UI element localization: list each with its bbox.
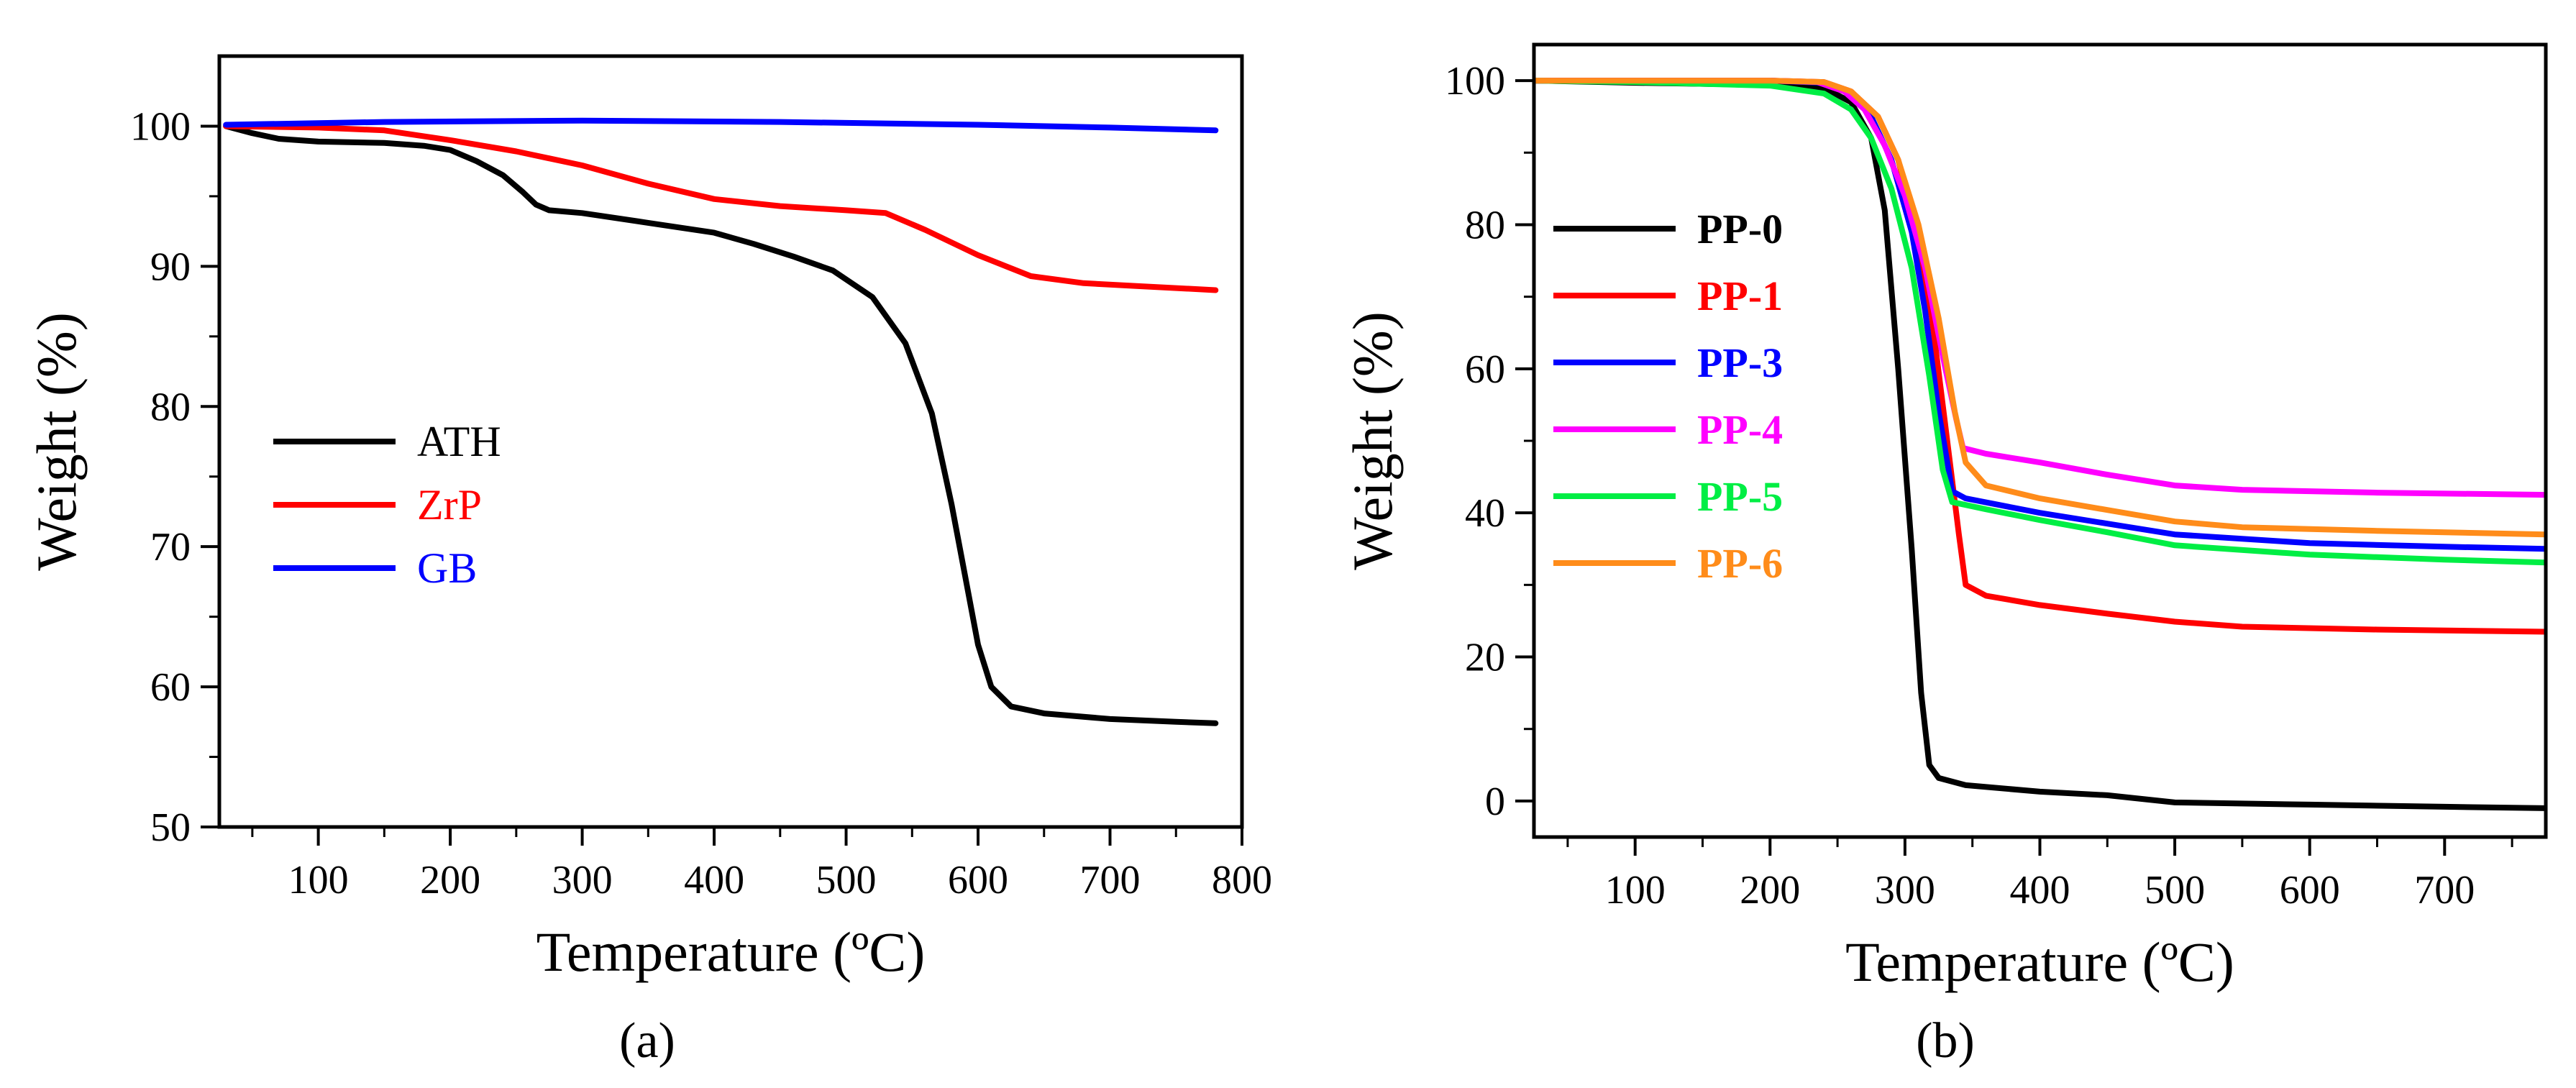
x-tick-label: 400 [2010,868,2070,913]
y-tick-label: 100 [130,104,191,149]
y-tick-label: 40 [1465,491,1505,536]
x-tick-label: 500 [2145,868,2205,913]
y-tick-label: 70 [150,525,191,570]
chart-panel-b: 100 200 300 400 500 600 700 0 20 40 60 80 100 Tempera… [1341,42,2548,1069]
y-tick-label: 0 [1485,780,1505,824]
x-tick-label: 400 [684,858,744,902]
x-tick-label: 700 [1080,858,1141,902]
y-tick-label: 90 [150,244,191,289]
y-tick-label: 20 [1465,636,1505,680]
x-tick-label: 100 [1605,868,1666,913]
legend: ATH ZrP GB [273,418,501,592]
y-axis-title: Weight (%) [1341,311,1404,570]
series-line-pp-5 [1534,78,2546,566]
y-axis-title: Weight (%) [25,312,88,571]
legend-label-ath: ATH [417,418,501,465]
x-axis-title: Temperature (ºC) [536,920,926,983]
y-tick-label: 80 [150,385,191,429]
y-tick-label: 60 [150,665,191,710]
series-line-ath [223,123,1219,726]
plot-frame [1532,42,2548,839]
series-line-zrp [223,123,1219,293]
panel-caption: (a) [619,1013,675,1069]
legend-label-pp-3: PP-3 [1697,339,1783,386]
chart-panel-a: 100 200 300 400 500 600 700 800 50 60 70 80 90 100 Tem… [25,54,1272,1069]
x-tick-label: 600 [948,858,1008,902]
x-tick-label: 100 [288,858,349,902]
series-line-pp-4 [1534,78,2546,498]
legend-label-gb: GB [417,544,477,592]
y-tick-label: 100 [1445,59,1505,104]
series-line-pp-6 [1534,78,2546,538]
legend-label-pp-0: PP-0 [1697,206,1783,252]
legend-label-zrp: ZrP [417,481,482,529]
plot-frame [217,54,1244,829]
x-tick-label: 300 [552,858,613,902]
x-tick-label: 200 [420,858,480,902]
series-line-pp-0 [1534,78,2546,811]
legend-label-pp-5: PP-5 [1697,473,1783,520]
x-tick-label: 600 [2280,868,2340,913]
x-tick-label: 200 [1740,868,1800,913]
legend-label-pp-4: PP-4 [1697,406,1783,453]
legend-label-pp-1: PP-1 [1697,273,1783,319]
series-line-gb [223,117,1219,134]
panel-caption: (b) [1916,1013,1975,1069]
y-tick-label: 60 [1465,347,1505,392]
x-tick-label: 300 [1875,868,1935,913]
x-tick-label: 700 [2414,868,2475,913]
y-tick-label: 80 [1465,203,1505,247]
series-line-pp-3 [1534,78,2546,552]
y-tick-label: 50 [150,805,191,850]
legend-label-pp-6: PP-6 [1697,540,1783,587]
x-tick-label: 800 [1212,858,1272,902]
series-line-pp-1 [1534,78,2546,635]
x-tick-label: 500 [816,858,877,902]
legend: PP-0 PP-1 PP-3 PP-4 PP-5 PP-6 [1553,206,1783,587]
x-axis-title: Temperature (ºC) [1845,931,2234,993]
